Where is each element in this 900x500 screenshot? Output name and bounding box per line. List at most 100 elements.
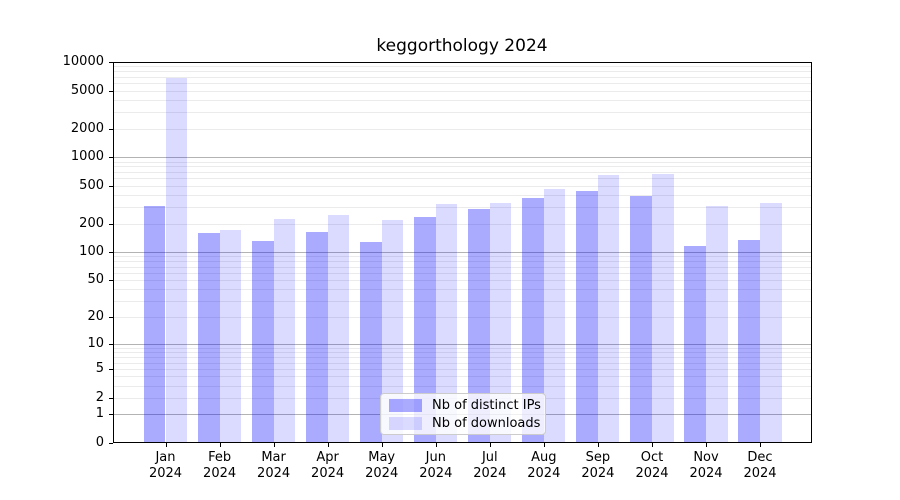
x-tick-year: 2024 xyxy=(311,466,345,481)
legend-swatch-distinct-ips xyxy=(389,398,422,412)
x-tick-month: Jun xyxy=(425,450,446,465)
bar-downloads xyxy=(543,189,566,443)
x-tick-label: Aug 2024 xyxy=(514,450,574,482)
x-tick-month: Dec xyxy=(747,450,773,465)
bar-downloads xyxy=(273,219,296,443)
bar-distinct-ips xyxy=(198,232,220,443)
x-tick-mark xyxy=(760,443,761,447)
bar-distinct-ips xyxy=(684,246,706,443)
bar-distinct-ips xyxy=(306,231,328,443)
y-gridline-minor xyxy=(113,166,812,168)
bar-distinct-ips xyxy=(630,196,652,443)
y-gridline-major xyxy=(113,343,812,345)
x-tick-mark xyxy=(381,443,383,447)
y-tick-mark xyxy=(109,397,113,399)
x-tick-mark xyxy=(489,443,491,447)
x-tick-mark xyxy=(273,443,275,447)
legend-label: Nb of downloads xyxy=(432,415,541,431)
x-tick-label: Nov 2024 xyxy=(676,450,736,482)
x-tick-label: Apr 2024 xyxy=(298,450,358,482)
bar-downloads xyxy=(760,202,782,443)
y-tick-mark xyxy=(109,90,113,92)
x-tick-year: 2024 xyxy=(203,466,237,481)
y-tick-label: 10000 xyxy=(62,54,104,69)
y-tick-label: 5000 xyxy=(70,82,104,98)
x-tick-year: 2024 xyxy=(148,466,183,481)
x-tick-month: Sep xyxy=(585,450,611,465)
y-tick-mark xyxy=(109,252,113,254)
y-gridline-minor xyxy=(113,272,812,274)
x-tick-label: Sep 2024 xyxy=(568,450,628,482)
x-tick-mark xyxy=(543,443,545,447)
x-tick-year: 2024 xyxy=(635,466,669,481)
y-gridline-minor xyxy=(113,83,812,85)
x-tick-year: 2024 xyxy=(419,466,453,481)
legend-swatch-downloads xyxy=(389,416,422,430)
bar-distinct-ips xyxy=(143,205,166,443)
y-gridline-minor xyxy=(113,266,812,268)
x-tick-label: May 2024 xyxy=(352,450,412,482)
y-tick-label: 20 xyxy=(87,309,104,325)
x-tick-mark xyxy=(165,443,167,447)
legend-row: Nb of downloads xyxy=(389,415,541,431)
x-tick-year: 2024 xyxy=(365,466,399,481)
bar-downloads xyxy=(489,202,512,443)
y-gridline-minor xyxy=(113,223,812,225)
x-tick-label: Jul 2024 xyxy=(460,450,520,482)
y-tick-mark xyxy=(109,317,113,319)
y-gridline-minor xyxy=(113,111,812,113)
y-tick-mark xyxy=(109,128,113,130)
x-tick-mark xyxy=(706,443,707,447)
y-gridline-minor xyxy=(113,195,812,197)
y-gridline-minor xyxy=(113,352,812,354)
x-tick-mark xyxy=(219,443,221,447)
x-tick-label: Dec 2024 xyxy=(730,450,790,482)
bar-distinct-ips xyxy=(522,198,544,443)
y-tick-mark xyxy=(109,223,113,225)
y-tick-mark xyxy=(109,343,113,345)
y-gridline-minor xyxy=(113,66,812,68)
y-gridline-minor xyxy=(113,71,812,73)
y-tick-label: 5 xyxy=(95,360,104,376)
y-tick-mark xyxy=(109,443,113,444)
bar-downloads xyxy=(381,220,404,443)
bar-downloads xyxy=(327,215,350,443)
y-gridline-minor xyxy=(113,185,812,187)
bar-downloads xyxy=(219,229,242,443)
x-tick-label: Mar 2024 xyxy=(244,450,304,482)
x-tick-label: Feb 2024 xyxy=(190,450,250,482)
x-tick-month: Oct xyxy=(640,450,664,465)
y-gridline-minor xyxy=(113,376,812,378)
y-gridline-minor xyxy=(113,261,812,263)
y-gridline-minor xyxy=(113,347,812,349)
chart-title: keggorthology 2024 xyxy=(376,36,548,56)
y-gridline-minor xyxy=(113,385,812,387)
x-tick-month: Mar xyxy=(261,450,286,465)
x-tick-month: Nov xyxy=(693,450,719,465)
bar-downloads xyxy=(165,77,188,443)
y-tick-label: 200 xyxy=(79,215,104,231)
bar-distinct-ips xyxy=(414,217,436,443)
x-tick-year: 2024 xyxy=(527,466,561,481)
y-tick-label: 2 xyxy=(95,389,104,405)
x-tick-month: Jul xyxy=(481,450,498,465)
y-gridline-minor xyxy=(113,99,812,101)
x-tick-year: 2024 xyxy=(581,466,615,481)
y-gridline-minor xyxy=(113,178,812,180)
x-tick-mark xyxy=(327,443,329,447)
y-gridline-major xyxy=(113,157,812,159)
y-gridline-minor xyxy=(113,206,812,208)
x-tick-year: 2024 xyxy=(473,466,507,481)
y-gridline-major xyxy=(113,252,812,254)
bar-downloads xyxy=(706,206,728,443)
x-tick-month: May xyxy=(368,450,396,465)
bar-distinct-ips xyxy=(360,242,382,443)
plot-area xyxy=(113,62,812,443)
legend-row: Nb of distinct IPs xyxy=(389,398,541,413)
y-tick-label: 10 xyxy=(87,335,104,351)
x-tick-month: Jan xyxy=(155,450,176,465)
bar-downloads xyxy=(435,203,458,443)
bar-distinct-ips xyxy=(468,208,490,443)
y-tick-mark xyxy=(109,185,113,187)
